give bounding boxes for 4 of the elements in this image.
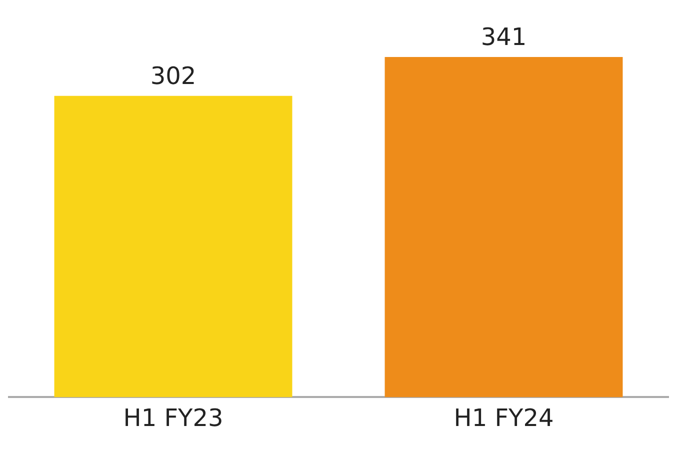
data-label: 302 xyxy=(150,62,196,90)
x-tick-label: H1 FY24 xyxy=(454,404,554,432)
x-tick-label: H1 FY23 xyxy=(123,404,224,432)
data-label: 341 xyxy=(480,23,527,52)
